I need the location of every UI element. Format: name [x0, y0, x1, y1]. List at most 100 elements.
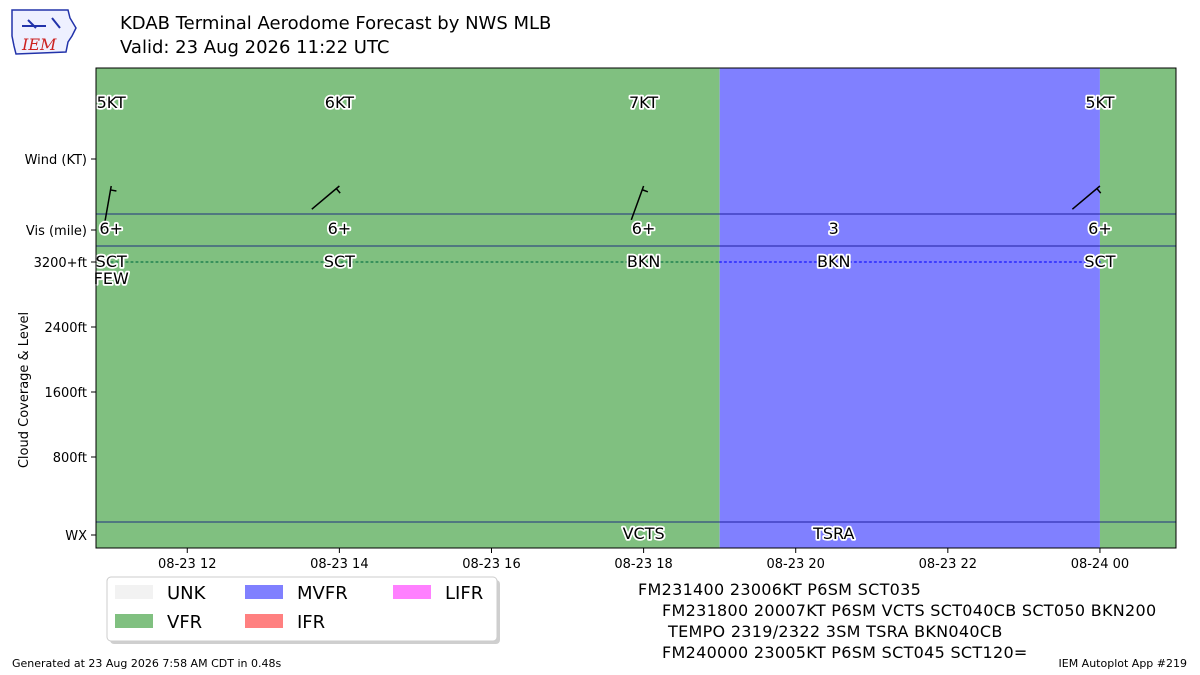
- svg-text:FEW: FEW: [94, 269, 129, 288]
- x-tick-label: 08-23 12: [158, 557, 216, 572]
- legend-label-mvfr: MVFR: [297, 583, 348, 604]
- category-bands: [96, 68, 1176, 548]
- taf-line-3: TEMPO 2319/2322 3SM TSRA BKN040CB: [668, 622, 1003, 641]
- plot-frame: [95, 67, 1177, 549]
- y-axis: Wind (KT) Vis (mile) WX 800ft 1600ft 2400ft 32…: [17, 153, 96, 544]
- iem-logo: IEM: [11, 9, 77, 55]
- svg-text:BKN: BKN: [817, 252, 850, 271]
- wind-barbs: [104, 185, 1102, 222]
- svg-text:SCT: SCT: [96, 252, 127, 271]
- forecast-labels: 5KT5KT6+6+SCTSCTFEWFEW6KT6KT6+6+SCTSCT7K…: [92, 91, 1118, 545]
- svg-text:SCT: SCT: [96, 252, 127, 271]
- y-tick-label: 1600ft: [44, 386, 87, 401]
- svg-text:6+: 6+: [1088, 219, 1112, 238]
- svg-text:6+: 6+: [1088, 219, 1112, 238]
- legend: UNK VFR MVFR IFR LIFR: [106, 576, 500, 644]
- wind-row-label: Wind (KT): [25, 153, 87, 168]
- generated-note: Generated at 23 Aug 2026 7:58 AM CDT in …: [12, 657, 282, 670]
- svg-text:TSRA: TSRA: [812, 524, 854, 543]
- svg-text:6KT: 6KT: [325, 93, 354, 112]
- visibility-label: 33: [827, 217, 841, 240]
- svg-text:5KT: 5KT: [1085, 93, 1114, 112]
- svg-text:6+: 6+: [632, 219, 656, 238]
- x-tick-label: 08-23 18: [614, 557, 672, 572]
- x-tick-label: 08-23 22: [919, 557, 977, 572]
- svg-text:SCT: SCT: [324, 252, 355, 271]
- svg-text:5KT: 5KT: [97, 93, 126, 112]
- legend-label-vfr: VFR: [167, 612, 202, 633]
- svg-text:3: 3: [829, 219, 839, 238]
- category-band-vfr: [96, 68, 720, 548]
- svg-text:6+: 6+: [328, 219, 352, 238]
- svg-text:6+: 6+: [328, 219, 352, 238]
- svg-text:6KT: 6KT: [325, 93, 354, 112]
- taf-line-1: FM231400 23006KT P6SM SCT035: [638, 580, 922, 599]
- svg-text:3: 3: [829, 219, 839, 238]
- y-tick-label: 3200+ft: [34, 256, 87, 271]
- visibility-label: 6+6+: [326, 217, 353, 240]
- svg-text:SCT: SCT: [1084, 252, 1115, 271]
- svg-text:VCTS: VCTS: [623, 524, 665, 543]
- x-tick-label: 08-23 16: [462, 557, 520, 572]
- x-axis: 08-23 12 08-23 14 08-23 16 08-23 18 08-23 20…: [158, 548, 1129, 572]
- category-band-mvfr: [719, 68, 1100, 548]
- wind-barb: [311, 185, 341, 210]
- legend-label-ifr: IFR: [297, 612, 325, 633]
- visibility-label: 6+6+: [630, 217, 657, 240]
- y-tick-label: 2400ft: [44, 321, 87, 336]
- visibility-label: 6+6+: [98, 217, 125, 240]
- svg-text:BKN: BKN: [817, 252, 850, 271]
- legend-label-unk: UNK: [167, 583, 207, 604]
- svg-text:6+: 6+: [99, 219, 123, 238]
- app-note: IEM Autoplot App #219: [1058, 657, 1188, 670]
- visibility-label: 6+6+: [1086, 217, 1113, 240]
- svg-text:SCT: SCT: [1084, 252, 1115, 271]
- legend-label-lifr: LIFR: [445, 583, 483, 604]
- y-axis-label: Cloud Coverage & Level: [17, 312, 32, 468]
- legend-swatch-mvfr: [245, 585, 283, 599]
- wind-barb: [104, 185, 117, 222]
- svg-text:SCT: SCT: [324, 252, 355, 271]
- svg-text:7KT: 7KT: [629, 93, 658, 112]
- y-tick-label: 800ft: [53, 451, 87, 466]
- category-band-vfr: [1099, 68, 1176, 548]
- wx-row-label: WX: [65, 529, 87, 544]
- vis-row-label: Vis (mile): [26, 224, 87, 239]
- svg-text:5KT: 5KT: [1085, 93, 1114, 112]
- svg-text:VCTS: VCTS: [623, 524, 665, 543]
- weather-vane-icon: [22, 17, 61, 29]
- taf-line-2: FM231800 20007KT P6SM VCTS SCT040CB SCT0…: [662, 601, 1157, 620]
- svg-text:6+: 6+: [99, 219, 123, 238]
- legend-swatch-unk: [115, 585, 153, 599]
- x-tick-label: 08-24 00: [1071, 557, 1129, 572]
- taf-line-4: FM240000 23005KT P6SM SCT045 SCT120=: [662, 643, 1028, 662]
- chart-subtitle: Valid: 23 Aug 2026 11:22 UTC: [120, 37, 390, 58]
- x-tick-label: 08-23 20: [766, 557, 824, 572]
- chart-title: KDAB Terminal Aerodome Forecast by NWS M…: [120, 13, 552, 34]
- wind-barb: [630, 185, 649, 221]
- legend-swatch-lifr: [393, 585, 431, 599]
- legend-swatch-ifr: [245, 614, 283, 628]
- legend-swatch-vfr: [115, 614, 153, 628]
- svg-text:FEW: FEW: [94, 269, 129, 288]
- svg-text:5KT: 5KT: [97, 93, 126, 112]
- x-tick-label: 08-23 14: [310, 557, 368, 572]
- svg-text:BKN: BKN: [627, 252, 660, 271]
- svg-text:7KT: 7KT: [629, 93, 658, 112]
- logo-text: IEM: [21, 35, 57, 54]
- wind-barb: [1071, 185, 1102, 210]
- svg-text:BKN: BKN: [627, 252, 660, 271]
